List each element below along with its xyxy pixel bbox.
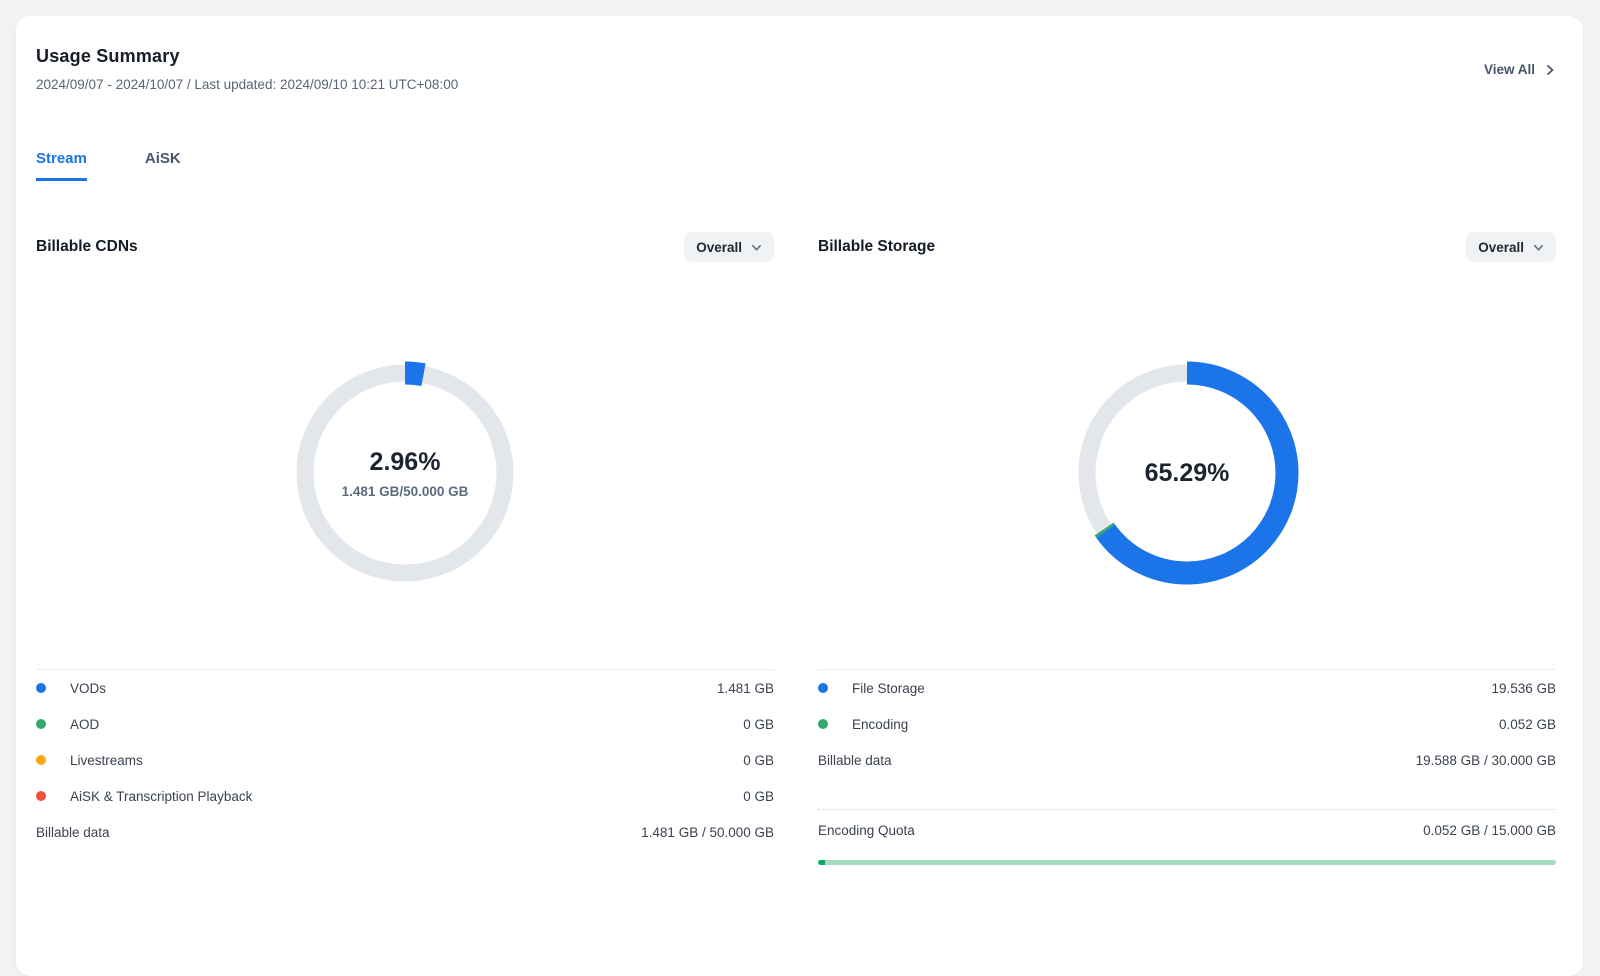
billable-data-label: Billable data [818, 752, 892, 768]
encoding-quota-label: Encoding Quota [818, 822, 915, 838]
legend-item: AOD 0 GB [36, 706, 774, 742]
legend-value: 1.481 GB [716, 680, 774, 696]
legend-label: Livestreams [70, 752, 143, 768]
filter-selected-value: Overall [696, 239, 742, 255]
legend-dot [818, 683, 828, 693]
legend-value: 0 GB [743, 716, 774, 732]
view-all-label: View All [1483, 62, 1535, 77]
legend-dot [36, 791, 46, 801]
tab-stream[interactable]: Stream [36, 150, 87, 181]
legend-value: 0.052 GB [1498, 716, 1556, 732]
progress-fill [818, 860, 825, 865]
billable-data-label: Billable data [36, 824, 110, 840]
legend-item: Encoding 0.052 GB [818, 706, 1556, 742]
billable-cdns-panel: Billable CDNs Overall 2.96% 1.481 GB/50.… [36, 232, 774, 865]
donut-ring [293, 361, 517, 585]
storage-filter-dropdown[interactable]: Overall [1466, 232, 1556, 262]
legend-dot [36, 683, 46, 693]
legend-item: File Storage 19.536 GB [818, 670, 1556, 706]
panel-title: Billable Storage [818, 238, 936, 255]
panel-head: Billable Storage Overall [818, 232, 1556, 262]
legend-item: Livestreams 0 GB [36, 742, 774, 778]
legend-label: Encoding [852, 716, 909, 732]
legend-label: AiSK & Transcription Playback [70, 788, 253, 804]
legend-divider [36, 669, 774, 670]
billable-data-value: 1.481 GB / 50.000 GB [641, 824, 774, 840]
header-text-block: Usage Summary 2024/09/07 - 2024/10/07 / … [36, 46, 458, 92]
legend-value: 0 GB [743, 788, 774, 804]
card-header: Usage Summary 2024/09/07 - 2024/10/07 / … [36, 46, 1556, 92]
date-range-subtitle: 2024/09/07 - 2024/10/07 / Last updated: … [36, 77, 459, 92]
panels-container: Billable CDNs Overall 2.96% 1.481 GB/50.… [36, 232, 1556, 865]
legend-dot [818, 719, 828, 729]
storage-legend: File Storage 19.536 GB Encoding 0.052 GB [818, 670, 1556, 742]
chevron-down-icon [751, 242, 762, 253]
legend-item: AiSK & Transcription Playback 0 GB [36, 778, 774, 814]
legend-label: AOD [70, 716, 100, 732]
encoding-quota-value: 0.052 GB / 15.000 GB [1423, 822, 1556, 838]
billable-data-row: Billable data 19.588 GB / 30.000 GB [818, 742, 1556, 778]
tab-aisk[interactable]: AiSK [145, 150, 181, 181]
legend-dot [36, 719, 46, 729]
cdns-legend: VODs 1.481 GB AOD 0 GB Livestreams 0 GB AiSK &… [36, 670, 774, 814]
billable-storage-panel: Billable Storage Overall 65.29% File Sto… [818, 232, 1556, 865]
cdns-filter-dropdown[interactable]: Overall [684, 232, 774, 262]
quota-divider [818, 809, 1556, 810]
view-all-button[interactable]: View All [1484, 62, 1556, 77]
legend-dot [36, 755, 46, 765]
billable-data-value: 19.588 GB / 30.000 GB [1415, 752, 1556, 768]
page-title: Usage Summary [36, 46, 180, 66]
legend-divider [818, 669, 1556, 670]
encoding-quota-progressbar [818, 860, 1556, 865]
panel-title: Billable CDNs [36, 238, 138, 255]
panel-head: Billable CDNs Overall [36, 232, 774, 262]
encoding-quota-row: Encoding Quota 0.052 GB / 15.000 GB [818, 812, 1556, 848]
billable-data-row: Billable data 1.481 GB / 50.000 GB [36, 814, 774, 850]
chevron-right-icon [1544, 64, 1556, 76]
cdns-donut-chart: 2.96% 1.481 GB/50.000 GB [285, 353, 525, 593]
legend-value: 19.536 GB [1491, 680, 1556, 696]
tab-bar: Stream AiSK [36, 150, 181, 181]
storage-donut-chart: 65.29% [1067, 353, 1307, 593]
legend-value: 0 GB [743, 752, 774, 768]
chevron-down-icon [1533, 242, 1544, 253]
legend-label: VODs [70, 680, 107, 696]
usage-summary-card: Usage Summary 2024/09/07 - 2024/10/07 / … [16, 16, 1583, 976]
legend-label: File Storage [852, 680, 925, 696]
legend-item: VODs 1.481 GB [36, 670, 774, 706]
filter-selected-value: Overall [1478, 239, 1524, 255]
donut-ring [1075, 361, 1299, 585]
